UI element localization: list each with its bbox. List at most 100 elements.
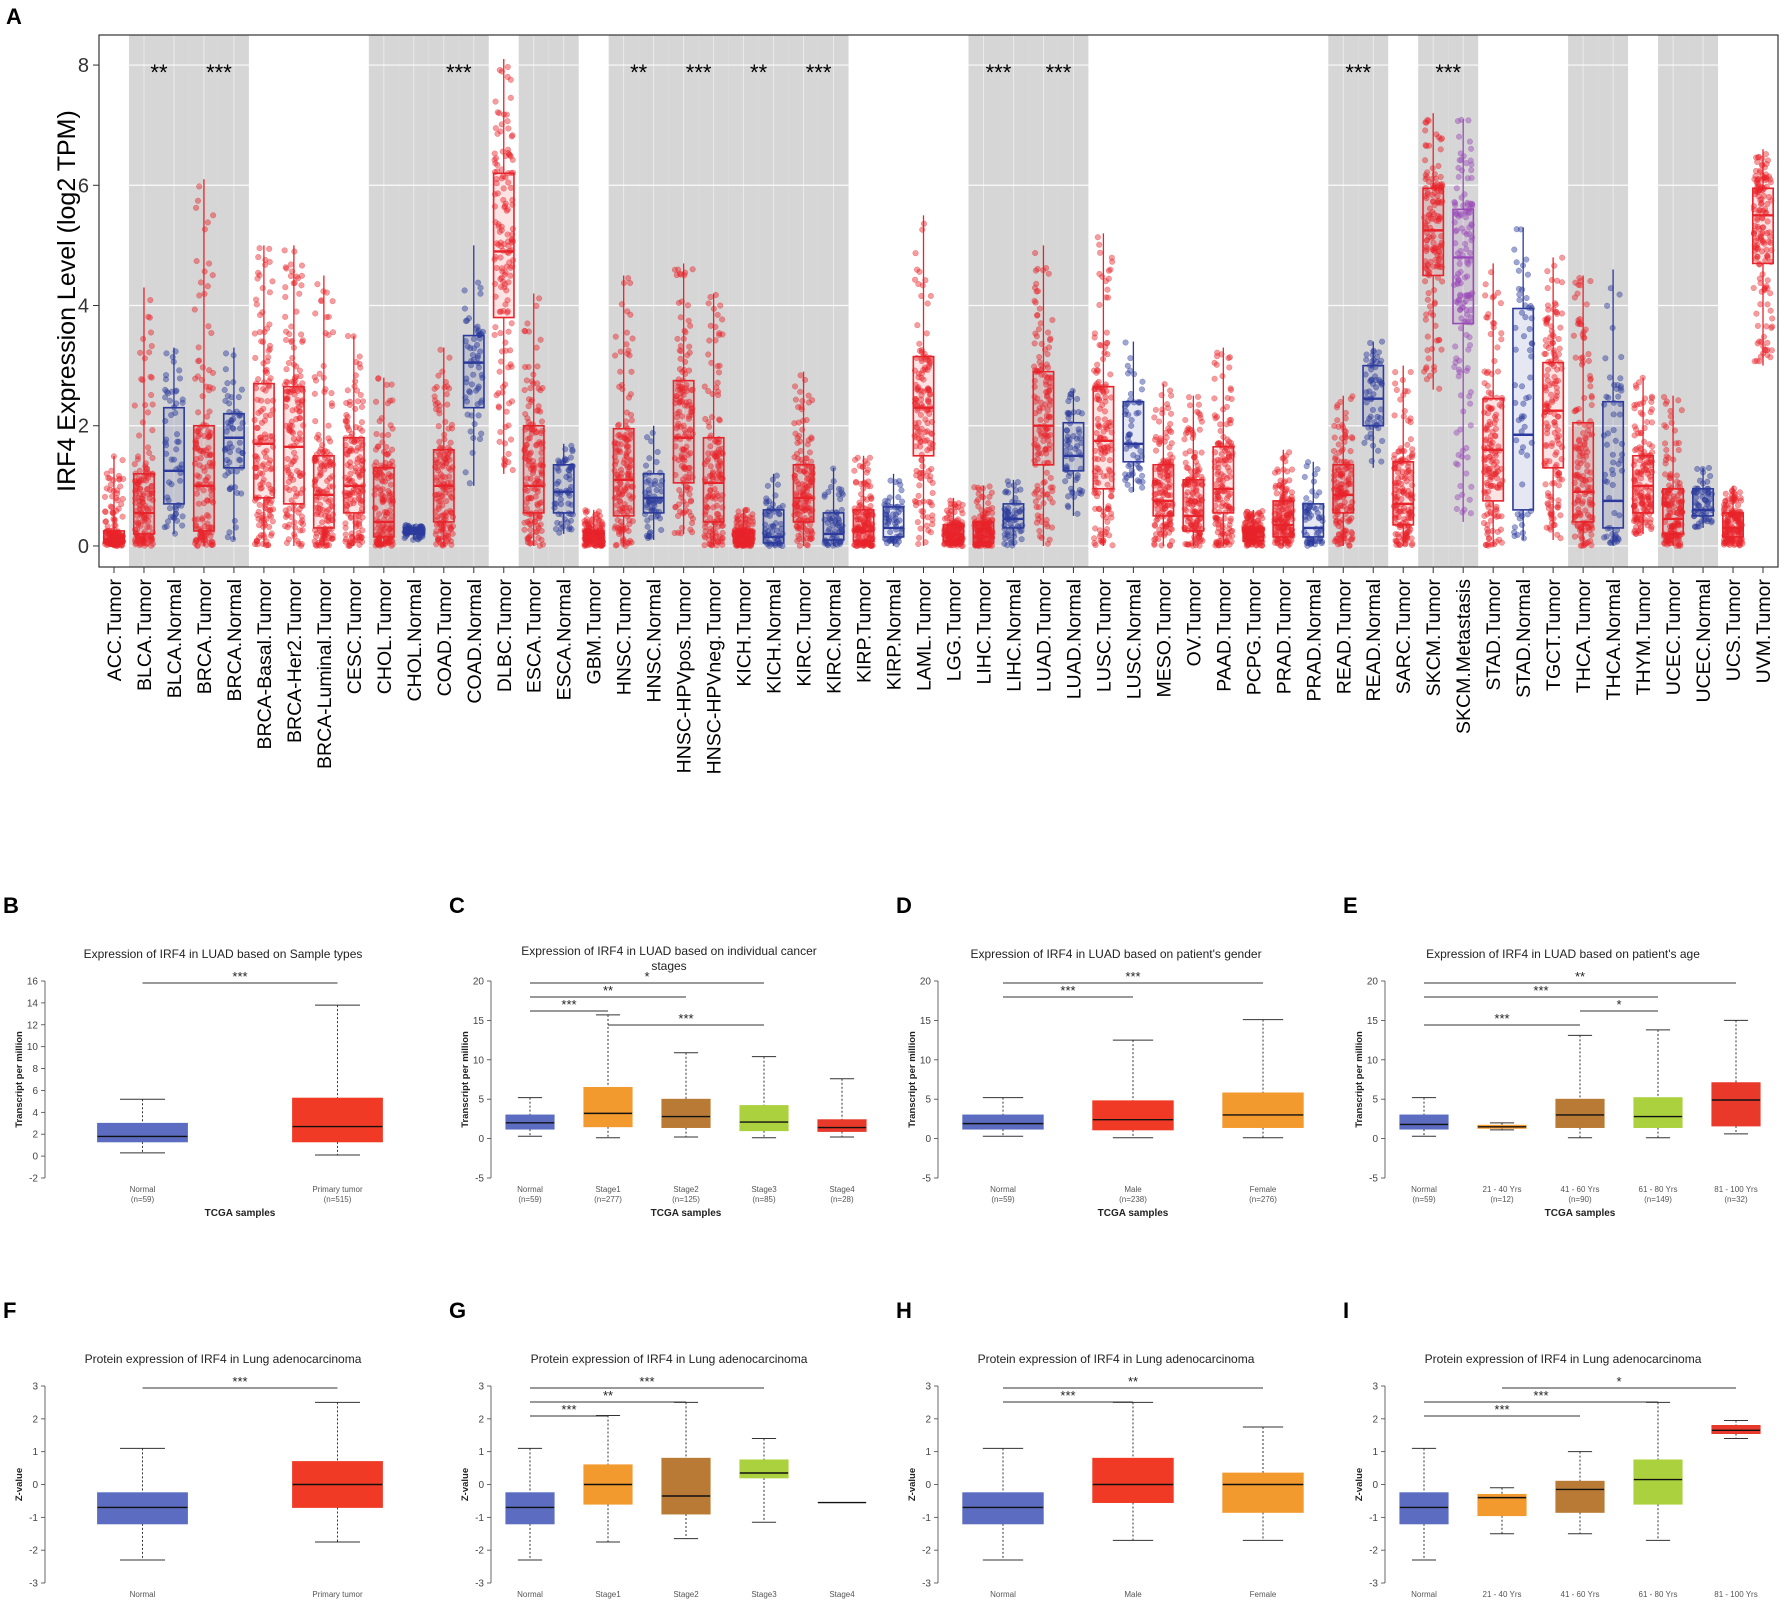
data-point — [1092, 525, 1099, 532]
data-point — [205, 323, 212, 330]
data-point — [140, 492, 147, 499]
data-point — [525, 328, 532, 335]
data-point — [359, 527, 366, 534]
data-point — [533, 302, 540, 309]
data-point — [914, 322, 921, 329]
data-point — [144, 486, 151, 493]
data-point — [145, 313, 152, 320]
data-point — [255, 254, 262, 261]
data-point — [119, 495, 126, 502]
data-point — [143, 465, 150, 472]
data-point — [1226, 364, 1233, 371]
data-point — [296, 290, 303, 297]
data-point — [1092, 542, 1099, 549]
data-point — [255, 376, 262, 383]
data-point — [1168, 410, 1175, 417]
data-point — [675, 266, 682, 273]
data-point — [201, 226, 208, 233]
data-point — [114, 490, 121, 497]
data-point — [328, 390, 335, 397]
data-point — [131, 461, 138, 468]
data-point — [1044, 491, 1051, 498]
group-LGG.Tumor — [941, 497, 966, 549]
x-tick-label: LAML.Tumor — [914, 579, 936, 691]
data-point — [1074, 395, 1081, 402]
data-point — [1036, 533, 1043, 540]
data-point — [256, 245, 263, 252]
data-point — [915, 281, 922, 288]
data-point — [989, 505, 996, 512]
data-point — [329, 298, 336, 305]
data-point — [794, 434, 801, 441]
data-point — [826, 540, 833, 547]
data-point — [132, 538, 139, 545]
data-point — [149, 454, 156, 461]
data-point — [224, 392, 231, 399]
data-point — [503, 408, 510, 415]
data-point — [285, 359, 292, 366]
data-point — [1074, 472, 1081, 479]
data-point — [348, 513, 355, 520]
data-point — [252, 354, 259, 361]
data-point — [612, 542, 619, 549]
data-point — [646, 530, 653, 537]
data-point — [1191, 534, 1198, 541]
data-point — [1195, 401, 1202, 408]
data-point — [316, 436, 323, 443]
data-point — [526, 540, 533, 547]
data-point — [1156, 441, 1163, 448]
data-point — [739, 512, 746, 519]
box-iqr — [972, 521, 995, 544]
data-point — [195, 344, 202, 351]
data-point — [137, 349, 144, 356]
data-point — [221, 386, 228, 393]
data-point — [268, 532, 275, 539]
x-tick-label: KIRC.Normal — [824, 579, 846, 694]
data-point — [432, 401, 439, 408]
data-point — [204, 283, 211, 290]
data-point — [283, 366, 290, 373]
box-iqr — [492, 172, 515, 319]
data-point — [197, 279, 204, 286]
data-point — [140, 335, 147, 342]
data-point — [702, 528, 709, 535]
data-point — [266, 321, 273, 328]
data-point — [717, 302, 724, 309]
data-point — [714, 379, 721, 386]
data-point — [1217, 421, 1224, 428]
data-point — [617, 348, 624, 355]
data-point — [1108, 254, 1115, 261]
data-point — [1211, 375, 1218, 382]
data-point — [507, 347, 514, 354]
data-point — [506, 400, 513, 407]
data-point — [586, 520, 593, 527]
data-point — [705, 388, 712, 395]
data-point — [117, 483, 124, 490]
data-point — [226, 485, 233, 492]
y-tick-label: 4 — [78, 296, 89, 318]
data-point — [169, 354, 176, 361]
data-point — [525, 419, 532, 426]
data-point — [172, 530, 179, 537]
data-point — [854, 454, 861, 461]
data-point — [689, 515, 696, 522]
data-point — [915, 492, 922, 499]
data-point — [506, 152, 513, 159]
data-point — [1095, 490, 1102, 497]
data-point — [799, 397, 806, 404]
data-point — [469, 449, 476, 456]
data-point — [176, 367, 183, 374]
data-point — [837, 540, 844, 547]
box-iqr — [642, 473, 665, 514]
data-point — [774, 481, 781, 488]
data-point — [1094, 361, 1101, 368]
data-point — [536, 295, 543, 302]
data-point — [378, 541, 385, 548]
data-point — [443, 532, 450, 539]
data-point — [311, 374, 318, 381]
data-point — [134, 519, 141, 526]
data-point — [1166, 529, 1173, 536]
data-point — [471, 420, 478, 427]
data-point — [653, 458, 660, 465]
